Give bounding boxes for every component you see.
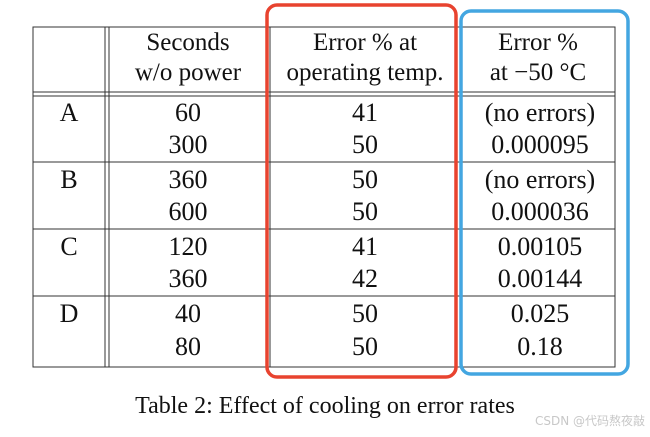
group-label-a: A [60, 98, 79, 127]
cell-error-cold: 0.18 [517, 332, 563, 361]
header-seconds-line-1: Seconds [146, 29, 229, 56]
cell-seconds: 120 [169, 232, 208, 261]
cell-error-operating: 50 [352, 130, 378, 159]
operating-temp-column-highlight [265, 3, 458, 379]
cell-error-operating: 50 [352, 197, 378, 226]
cell-error-operating: 50 [352, 299, 378, 328]
group-label-d: D [60, 299, 79, 328]
group-label-b: B [60, 165, 77, 194]
cell-error-operating: 50 [352, 332, 378, 361]
cell-seconds: 360 [169, 264, 208, 293]
table-caption: Table 2: Effect of cooling on error rate… [135, 393, 515, 419]
cell-seconds: 300 [169, 130, 208, 159]
cell-seconds: 600 [169, 197, 208, 226]
cell-error-cold: (no errors) [485, 165, 595, 194]
group-label-c: C [60, 232, 77, 261]
cell-error-operating: 41 [352, 98, 378, 127]
header-error-operating-line-1: Error % at [313, 29, 417, 56]
watermark: CSDN @代码熬夜敲 [535, 413, 645, 428]
header-error-operating-line-2: operating temp. [287, 59, 444, 86]
cell-error-operating: 42 [352, 264, 378, 293]
cell-error-cold: 0.00105 [498, 232, 583, 261]
cell-seconds: 60 [175, 98, 201, 127]
cell-error-cold: 0.000036 [491, 197, 589, 226]
cell-error-cold: 0.00144 [498, 264, 583, 293]
cell-seconds: 40 [175, 299, 201, 328]
cell-error-operating: 41 [352, 232, 378, 261]
cell-seconds: 360 [169, 165, 208, 194]
cold-temp-column-highlight [459, 9, 630, 376]
cell-error-operating: 50 [352, 165, 378, 194]
header-seconds-line-2: w/o power [135, 59, 242, 86]
header-error-cold-line-2: at −50 °C [490, 59, 586, 86]
header-error-cold-line-1: Error % [498, 29, 578, 56]
cell-error-cold: 0.000095 [491, 130, 589, 159]
cell-error-cold: 0.025 [511, 299, 570, 328]
cell-seconds: 80 [175, 332, 201, 361]
table-frame [32, 26, 616, 368]
cell-error-cold: (no errors) [485, 98, 595, 127]
